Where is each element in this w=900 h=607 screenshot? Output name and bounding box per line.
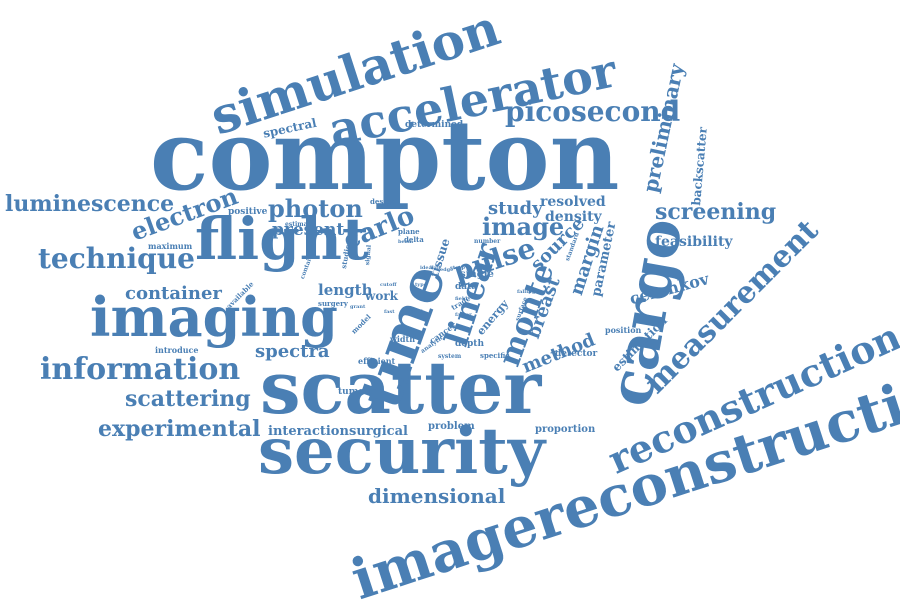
word: single xyxy=(460,270,494,280)
word: position xyxy=(605,326,641,334)
word: backscatter xyxy=(690,127,709,206)
word: dimensional xyxy=(368,486,505,506)
word: photon xyxy=(268,197,363,221)
word: width xyxy=(390,335,415,343)
word: cutoff xyxy=(380,283,396,288)
word: design xyxy=(370,198,396,205)
word: surgical xyxy=(349,425,408,438)
word: steep xyxy=(450,266,465,271)
word: maximum xyxy=(148,242,192,250)
word: resolved xyxy=(540,195,606,209)
word: fast xyxy=(384,310,395,315)
word: signal xyxy=(365,245,373,266)
word: falling xyxy=(517,290,535,295)
word: introduce xyxy=(155,346,198,354)
word: preliminary xyxy=(640,62,687,194)
word: proportion xyxy=(535,425,595,435)
word: depth xyxy=(455,340,484,349)
word: factor xyxy=(455,313,472,318)
word: information xyxy=(40,355,240,385)
word: study xyxy=(488,200,543,218)
word: scattering xyxy=(125,388,251,410)
word: half xyxy=(430,266,441,271)
word: data xyxy=(455,283,477,292)
word: line xyxy=(450,325,461,330)
word: feasibility xyxy=(655,235,733,249)
word: screening xyxy=(655,201,776,223)
word: tumour xyxy=(338,388,376,397)
word: work xyxy=(365,290,398,302)
word: estimate xyxy=(285,222,314,228)
word: surgery xyxy=(318,300,348,307)
word: grant xyxy=(350,305,365,310)
word: specific xyxy=(480,352,510,359)
word: determined xyxy=(405,121,463,130)
word: field xyxy=(455,297,467,302)
word: efficient xyxy=(358,357,395,365)
word: spectra xyxy=(255,343,330,361)
word: plane xyxy=(398,228,420,235)
word: interaction xyxy=(268,425,349,438)
word: beam xyxy=(398,240,413,245)
word: thick xyxy=(410,310,424,315)
word: number xyxy=(474,239,500,245)
word: problem xyxy=(428,422,475,432)
word: positive xyxy=(228,208,267,217)
word: type xyxy=(415,283,427,288)
word: system xyxy=(438,354,461,360)
word: experimental xyxy=(98,418,261,440)
word: container xyxy=(125,285,222,303)
word: detector xyxy=(555,350,597,359)
